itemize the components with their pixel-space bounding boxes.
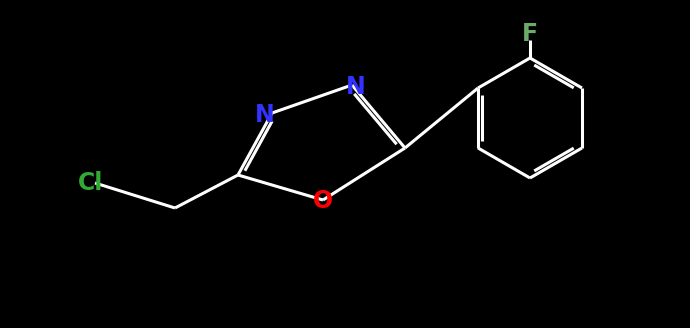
Text: F: F — [522, 22, 538, 46]
Text: N: N — [346, 75, 366, 99]
Text: Cl: Cl — [78, 171, 104, 195]
Text: O: O — [313, 189, 333, 213]
Text: N: N — [255, 103, 275, 127]
